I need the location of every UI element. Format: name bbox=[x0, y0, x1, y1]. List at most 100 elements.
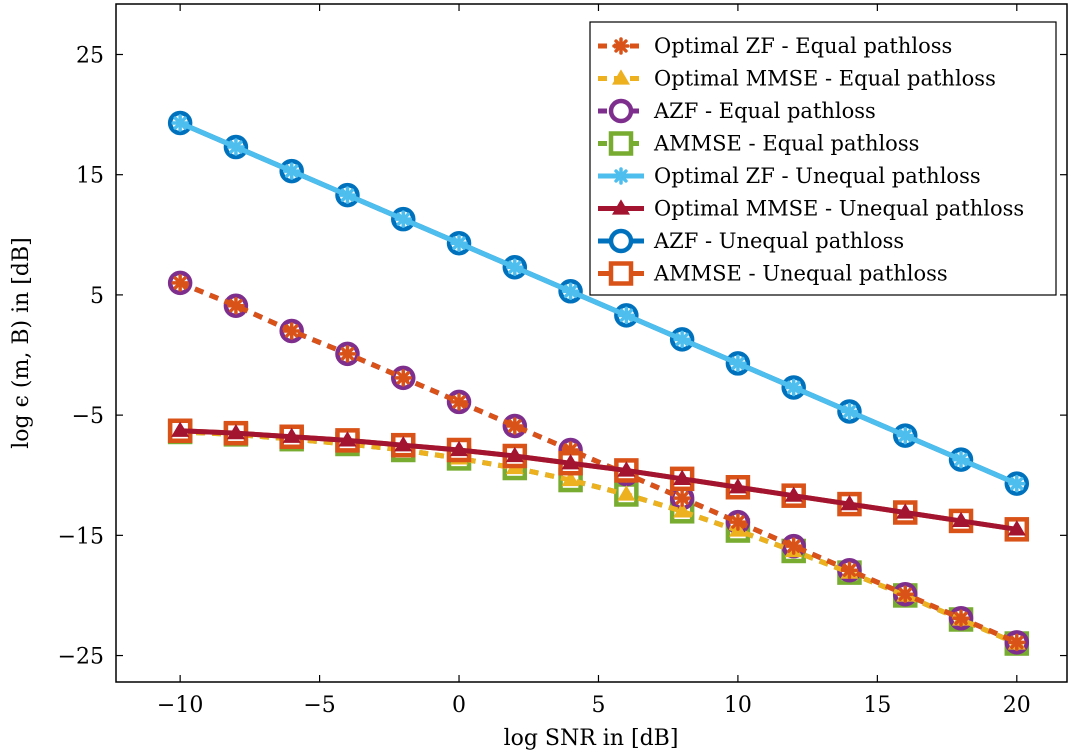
data-point bbox=[338, 345, 357, 363]
legend-marker bbox=[612, 37, 630, 55]
data-point bbox=[338, 186, 357, 204]
data-point bbox=[282, 322, 301, 340]
data-point bbox=[505, 446, 524, 463]
legend-entry: AZF - Equal pathloss bbox=[598, 98, 876, 124]
data-point bbox=[226, 423, 245, 440]
legend-entry: Optimal MMSE - Equal pathloss bbox=[598, 67, 996, 91]
data-point bbox=[728, 478, 747, 494]
legend-label: Optimal ZF - Equal pathloss bbox=[654, 34, 952, 58]
data-point bbox=[840, 494, 859, 511]
legend-box bbox=[589, 21, 1057, 296]
data-point bbox=[729, 354, 747, 373]
legend-marker bbox=[608, 261, 634, 286]
data-point bbox=[227, 138, 245, 156]
legend-label: Optimal MMSE - Equal pathloss bbox=[654, 67, 996, 91]
series-line bbox=[180, 428, 1018, 532]
data-point bbox=[171, 114, 189, 132]
legend-marker bbox=[608, 228, 634, 254]
series-line bbox=[179, 280, 1018, 645]
data-point bbox=[1008, 474, 1026, 493]
data-point bbox=[394, 369, 413, 387]
legend-label: AMMSE - Unequal pathloss bbox=[653, 262, 948, 286]
series-layer bbox=[167, 110, 1030, 656]
data-point bbox=[394, 436, 413, 452]
y-tick-label: −25 bbox=[58, 645, 104, 670]
series-line bbox=[180, 429, 1018, 646]
series-5 bbox=[171, 421, 1026, 536]
data-point bbox=[282, 162, 301, 180]
data-point bbox=[673, 489, 691, 507]
series-4 bbox=[171, 114, 1026, 493]
x-tick-label: 10 bbox=[724, 693, 752, 718]
data-point bbox=[506, 258, 524, 277]
legend-label: Optimal ZF - Unequal pathloss bbox=[654, 164, 981, 188]
y-tick-label: 5 bbox=[90, 284, 104, 309]
data-point bbox=[450, 440, 469, 457]
y-tick-label: 25 bbox=[76, 43, 104, 68]
axis-ticks: −10 −5 0 5 10 15 20 −25 −15 −5 5 15 25 bbox=[58, 4, 1067, 718]
data-point bbox=[673, 502, 692, 518]
x-tick-label: 15 bbox=[863, 693, 891, 718]
data-point bbox=[506, 417, 524, 435]
x-tick-label: −10 bbox=[157, 693, 203, 718]
legend-label: AZF - Unequal pathloss bbox=[653, 229, 904, 253]
data-point bbox=[227, 296, 245, 315]
legend-marker bbox=[611, 199, 631, 215]
series-0 bbox=[171, 274, 1026, 652]
data-point bbox=[617, 461, 636, 477]
legend-entry: Optimal ZF - Equal pathloss bbox=[598, 34, 952, 58]
data-point bbox=[171, 421, 190, 437]
data-point bbox=[1007, 520, 1026, 536]
data-point bbox=[840, 402, 859, 421]
series-line bbox=[179, 120, 1018, 486]
data-point bbox=[617, 485, 636, 501]
data-point bbox=[784, 378, 803, 397]
data-point bbox=[338, 431, 357, 447]
series-3 bbox=[167, 419, 1030, 656]
data-point bbox=[282, 427, 301, 443]
legend-label: Optimal MMSE - Unequal pathloss bbox=[654, 197, 1024, 221]
data-point bbox=[394, 210, 413, 228]
plot-area-frame bbox=[115, 3, 1068, 683]
series-1 bbox=[171, 422, 1026, 650]
data-point bbox=[896, 426, 914, 445]
x-tick-label: 5 bbox=[591, 693, 605, 718]
y-tick-label: −5 bbox=[72, 404, 104, 429]
data-point bbox=[561, 282, 580, 301]
data-point bbox=[561, 454, 580, 470]
data-point bbox=[561, 470, 580, 487]
data-point bbox=[896, 585, 914, 603]
data-point bbox=[450, 393, 468, 411]
legend-entry: Optimal MMSE - Unequal pathloss bbox=[598, 197, 1024, 221]
data-point bbox=[450, 234, 468, 252]
x-tick-label: −5 bbox=[303, 693, 335, 718]
x-tick-label: 0 bbox=[452, 693, 466, 718]
data-point bbox=[171, 274, 189, 292]
data-point bbox=[896, 503, 915, 519]
data-point bbox=[952, 511, 971, 528]
legend-label: AMMSE - Equal pathloss bbox=[653, 132, 919, 156]
legend-entry: AMMSE - Equal pathloss bbox=[598, 131, 919, 156]
y-tick-label: −15 bbox=[58, 524, 104, 549]
x-axis-label: log SNR in [dB] bbox=[504, 726, 679, 751]
data-point bbox=[729, 513, 747, 531]
data-point bbox=[673, 330, 691, 349]
legend-marker bbox=[611, 69, 631, 85]
legend-marker bbox=[612, 167, 630, 185]
legend-label: AZF - Equal pathloss bbox=[653, 99, 876, 123]
series-line bbox=[180, 428, 1018, 532]
x-tick-label: 20 bbox=[1003, 693, 1031, 718]
data-point bbox=[952, 609, 970, 628]
data-point bbox=[952, 450, 970, 469]
data-point bbox=[1008, 633, 1026, 652]
data-point bbox=[784, 486, 803, 502]
legend-marker bbox=[608, 98, 634, 124]
legend-marker bbox=[608, 131, 634, 156]
y-axis-label: log ϵ (m, B) in [dB] bbox=[9, 237, 34, 448]
legend-entry: AMMSE - Unequal pathloss bbox=[598, 261, 948, 286]
legend-entry: Optimal ZF - Unequal pathloss bbox=[598, 164, 981, 188]
y-tick-label: 15 bbox=[76, 164, 104, 189]
data-point bbox=[617, 306, 636, 325]
data-point bbox=[840, 561, 859, 579]
